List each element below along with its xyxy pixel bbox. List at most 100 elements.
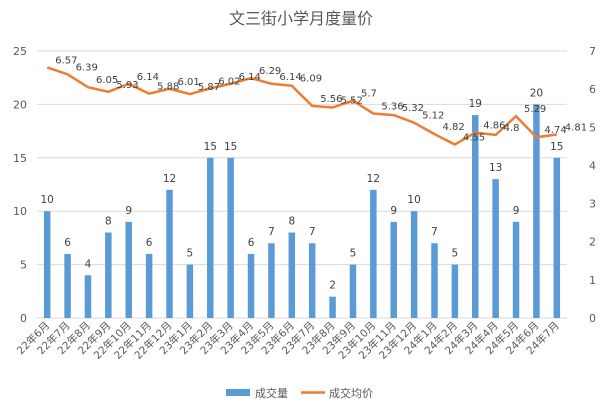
left-tick-label: 20: [13, 98, 27, 111]
bar: [410, 211, 418, 318]
chart-title: 文三街小学月度量价: [229, 9, 373, 28]
line-value-label: 5.87: [198, 82, 220, 93]
line-value-label: 5.12: [422, 111, 444, 122]
right-tick-label: 0: [589, 312, 596, 325]
bar-value-label: 6: [146, 237, 153, 249]
bar-value-label: 7: [431, 226, 438, 238]
line-value-label: 6.14: [239, 72, 261, 83]
bar: [43, 211, 51, 318]
legend-line-label: 成交均价: [329, 386, 373, 400]
bar: [533, 104, 540, 319]
right-tick-label: 6: [589, 83, 596, 96]
bar-value-label: 7: [309, 226, 316, 238]
gridlines: [37, 50, 567, 319]
bar-value-label: 4: [85, 258, 92, 270]
bar-value-label: 8: [288, 216, 295, 228]
bar-value-label: 10: [41, 194, 54, 206]
bar: [553, 157, 561, 318]
bar: [308, 243, 316, 318]
line-value-label: 4.74: [544, 125, 566, 136]
bar-value-label: 15: [550, 141, 563, 153]
bar-value-label: 2: [329, 280, 336, 292]
right-tick-label: 1: [589, 274, 596, 287]
bar: [512, 221, 520, 318]
left-axis-ticks: 0 5 10 15 20 25: [13, 45, 27, 325]
bar: [492, 179, 499, 318]
line-value-label: 4.8: [504, 123, 520, 134]
bar-value-label: 5: [452, 248, 459, 260]
bar: [349, 264, 357, 318]
bar: [227, 157, 234, 318]
line-value-label: 6.14: [279, 72, 301, 83]
left-tick-label: 25: [13, 45, 27, 58]
line-value-label: 5.7: [361, 89, 377, 100]
line-value-label: 5.56: [320, 94, 342, 105]
bar: [166, 189, 173, 318]
right-axis-ticks: 0 1 2 3 4 5 6 7: [589, 45, 596, 325]
line-value-label: 6.09: [300, 74, 322, 85]
bar-value-label: 19: [469, 98, 482, 110]
line-data-labels: 6.576.396.055.936.145.886.015.876.026.14…: [55, 55, 587, 143]
bar-value-label: 9: [125, 205, 132, 217]
line-value-label: 6.05: [96, 75, 118, 86]
line-value-label: 4.55: [463, 132, 485, 143]
left-tick-label: 15: [13, 152, 27, 165]
bar: [186, 264, 194, 318]
bar: [207, 157, 214, 318]
line-value-label: 6.02: [218, 76, 240, 87]
avg-price-line: [46, 66, 557, 146]
bar-value-label: 12: [163, 173, 176, 185]
left-tick-label: 0: [20, 312, 27, 325]
right-tick-label: 4: [589, 159, 596, 172]
bar-value-label: 7: [268, 226, 275, 238]
line-value-label: 6.57: [55, 55, 77, 66]
bar: [431, 243, 438, 318]
bar: [472, 115, 479, 318]
bar: [329, 296, 336, 318]
bar: [268, 243, 275, 318]
bar-value-label: 9: [513, 205, 520, 217]
line-value-label: 5.36: [381, 102, 403, 113]
bar: [145, 253, 153, 318]
bar-value-label: 20: [530, 87, 543, 99]
line-value-label: 5.32: [402, 103, 424, 114]
line-value-label: 6.14: [137, 72, 159, 83]
bar-series: [43, 104, 561, 319]
bar-value-label: 15: [204, 141, 217, 153]
bar-value-label: 6: [64, 237, 71, 249]
right-tick-label: 3: [589, 198, 596, 211]
bar: [370, 189, 377, 318]
bar: [451, 264, 459, 318]
line-value-label: 4.81: [565, 123, 587, 134]
bar: [84, 275, 92, 318]
line-value-label: 5.93: [116, 80, 138, 91]
legend: 成交量 成交均价: [226, 386, 373, 400]
bar: [288, 232, 296, 318]
bar-value-label: 8: [105, 216, 112, 228]
line-series: [46, 66, 557, 146]
line-value-label: 6.01: [178, 77, 200, 88]
line-value-label: 5.52: [341, 95, 363, 106]
bar-value-label: 5: [187, 248, 194, 260]
left-tick-label: 5: [20, 259, 27, 272]
bar-value-label: 5: [350, 248, 357, 260]
bar-value-label: 9: [390, 205, 397, 217]
bar: [247, 253, 255, 318]
bar: [390, 221, 397, 318]
bar-value-label: 12: [367, 173, 380, 185]
right-tick-label: 7: [589, 45, 596, 58]
line-value-label: 6.29: [259, 66, 281, 77]
legend-bar-swatch: [226, 389, 250, 396]
bar-data-labels: 10 6 4 8 9 6 12 5 15 15 6 7 8 7 2 5 12 9 10 7 5 19 13 9 20 15: [41, 87, 564, 291]
bar-value-label: 10: [407, 194, 420, 206]
line-value-label: 4.86: [483, 121, 505, 132]
right-tick-label: 5: [589, 121, 596, 134]
right-tick-label: 2: [589, 236, 596, 249]
bar-value-label: 13: [489, 162, 502, 174]
left-tick-label: 10: [13, 205, 27, 218]
bar: [125, 221, 132, 318]
legend-bar-label: 成交量: [255, 386, 288, 400]
